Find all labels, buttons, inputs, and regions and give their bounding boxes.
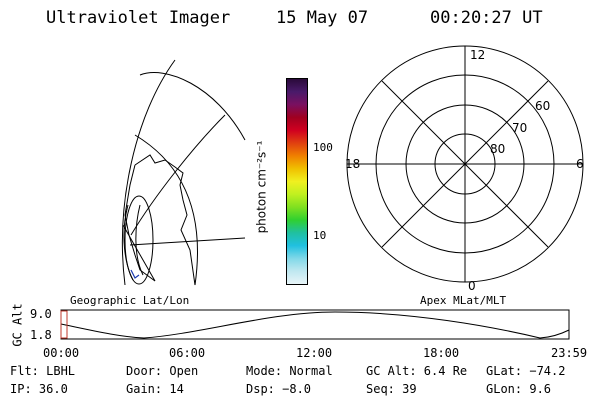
instrument-title: Ultraviolet Imager [46, 8, 231, 28]
timeline-xtick-2359: 23:59 [551, 346, 588, 360]
colorbar-unit-label: photon cm⁻²s⁻¹ [254, 140, 269, 234]
ip-info: IP: 36.0 [10, 382, 68, 396]
gain-info: Gain: 14 [126, 382, 184, 396]
dsp-info: Dsp: −8.0 [246, 382, 312, 396]
mlt-6-label: 6 [576, 157, 584, 171]
altitude-curve [60, 311, 570, 339]
gc-alt-info: GC Alt: 6.4 Re [366, 364, 468, 378]
mlat-mlt-polar-plot: 12 6 0 18 60 70 80 [345, 45, 584, 293]
geographic-map [121, 59, 246, 286]
mode-info: Mode: Normal [246, 364, 333, 378]
mlat-60-label: 60 [535, 99, 550, 113]
timeline-xtick-1200: 12:00 [296, 346, 333, 360]
time-label: 00:20:27 UT [430, 8, 543, 28]
timeline-ylabel: GC Alt [10, 303, 25, 347]
timeline-frame [60, 309, 570, 340]
latitude-arc-3 [129, 237, 246, 246]
glat-info: GLat: −74.2 [486, 364, 566, 378]
timeline-xtick-1800: 18:00 [423, 346, 460, 360]
date-label: 15 May 07 [276, 8, 369, 28]
current-time-marker [60, 310, 68, 339]
mlat-70-label: 70 [512, 121, 527, 135]
longitude-arc-2 [121, 59, 176, 286]
colorbar-gradient [287, 79, 307, 284]
filter-info: Flt: LBHL [10, 364, 76, 378]
colorbar [286, 78, 308, 285]
footpoint-mark [130, 269, 140, 279]
timeline-ytick-bottom: 1.8 [30, 328, 52, 342]
latitude-arc-1 [130, 114, 226, 236]
diagonal-2 [381, 80, 549, 248]
door-info: Door: Open [126, 364, 199, 378]
timeline-plot [60, 309, 570, 340]
longitude-arc-1 [139, 72, 246, 141]
timeline-ytick-top: 9.0 [30, 307, 52, 321]
mlt-18-label: 18 [345, 157, 360, 171]
colorbar-tick-100: 100 [313, 141, 333, 154]
left-panel-caption: Geographic Lat/Lon [70, 294, 190, 307]
seq-info: Seq: 39 [366, 382, 417, 396]
glon-info: GLon: 9.6 [486, 382, 552, 396]
coastline [124, 154, 196, 286]
mlat-80-label: 80 [490, 142, 505, 156]
timeline-xtick-0000: 00:00 [43, 346, 80, 360]
colorbar-tick-10: 10 [313, 229, 327, 242]
mlt-0-label: 0 [468, 279, 476, 293]
mlt-12-label: 12 [470, 48, 485, 62]
right-panel-caption: Apex MLat/MLT [420, 294, 507, 307]
timeline-xtick-0600: 06:00 [169, 346, 206, 360]
coastline-inner [124, 195, 154, 285]
latitude-arc-2 [134, 134, 198, 286]
